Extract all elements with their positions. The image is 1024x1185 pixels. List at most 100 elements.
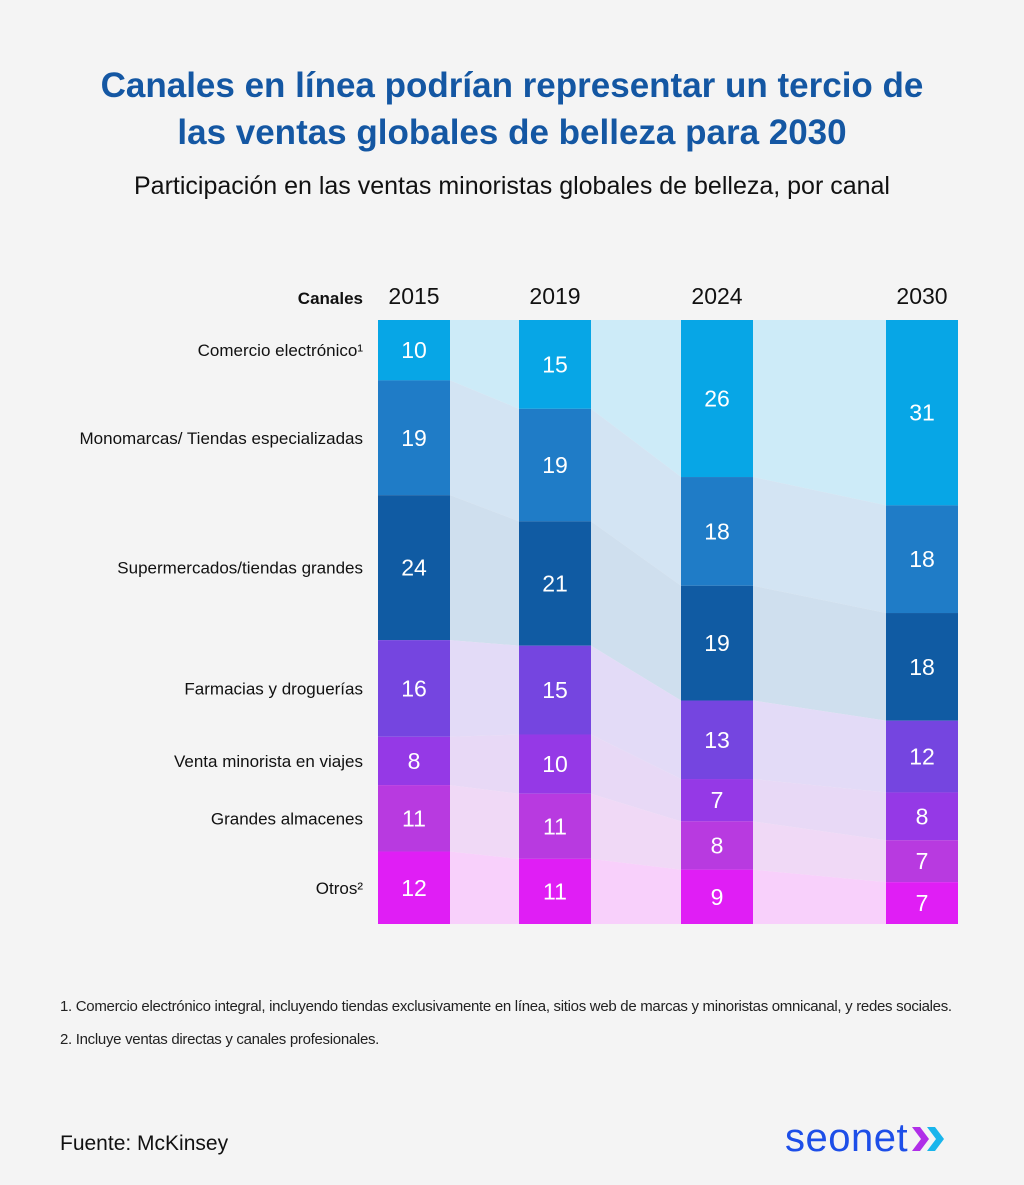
flow-band [753, 869, 886, 924]
data-label: 15 [542, 351, 568, 377]
flow-band [753, 700, 886, 793]
data-label: 10 [401, 337, 427, 363]
bar-segment [886, 613, 958, 721]
flow-band [753, 320, 886, 506]
footnotes: 1. Comercio electrónico integral, incluy… [60, 990, 980, 1056]
data-label: 11 [402, 805, 426, 831]
legend-label: Otros² [316, 879, 364, 898]
data-label: 19 [542, 452, 568, 478]
legend-label: Grandes almacenes [211, 809, 363, 828]
data-label: 31 [909, 400, 935, 426]
year-label: 2015 [388, 283, 439, 309]
flow-band [591, 521, 681, 701]
data-label: 8 [408, 748, 421, 774]
data-label: 12 [909, 744, 935, 770]
logo-text: seonet [785, 1116, 909, 1160]
legend-label: Comercio electrónico¹ [198, 341, 364, 360]
source: Fuente: McKinsey [60, 1132, 229, 1155]
data-label: 9 [711, 884, 724, 910]
data-label: 12 [401, 875, 427, 901]
bar-segment [886, 840, 958, 883]
data-label: 18 [704, 518, 730, 544]
bar-segment [378, 640, 450, 737]
flow-band [450, 380, 519, 522]
flow-band [753, 821, 886, 883]
stacked-bar-chart: Canales 2015 10 19 24 16 8 11 12 2019 15 19 21 15 10 1… [80, 283, 958, 924]
bar-segment [681, 320, 753, 478]
bar-segment [519, 793, 591, 859]
legend-label: Venta minorista en viajes [174, 752, 363, 771]
bar-segment [378, 380, 450, 496]
legend-label: Supermercados/tiendas grandes [117, 559, 363, 578]
data-label: 10 [542, 751, 568, 777]
flow-band [753, 779, 886, 841]
bar-segment [681, 869, 753, 924]
data-label: 8 [711, 832, 724, 858]
bar-segment [378, 785, 450, 852]
data-label: 18 [909, 546, 935, 572]
column-header: Canales [298, 289, 363, 308]
bar-segment [519, 734, 591, 794]
flow-band [591, 645, 681, 780]
data-label: 15 [542, 677, 568, 703]
bar-segment [681, 700, 753, 780]
chevrons-icon [912, 1126, 945, 1151]
flow-band [591, 408, 681, 586]
flow-band [450, 851, 519, 924]
data-label: 11 [543, 813, 567, 839]
bar-segment [886, 792, 958, 841]
data-label: 19 [401, 425, 427, 451]
bar-segment [378, 851, 450, 924]
bar-segment [681, 477, 753, 586]
flow-band [591, 320, 681, 478]
bar-segment [378, 495, 450, 641]
bar-segment [378, 320, 450, 381]
title: Canales en línea podrían representar un … [100, 66, 924, 152]
year-label: 2019 [529, 283, 580, 309]
data-label: 24 [401, 555, 427, 581]
data-label: 26 [704, 386, 730, 412]
flow-band [450, 785, 519, 859]
flow-band [591, 858, 681, 924]
data-label: 7 [916, 848, 929, 874]
data-label: 18 [909, 654, 935, 680]
flow-band [450, 640, 519, 737]
flow-band [450, 320, 519, 409]
data-label: 13 [704, 727, 730, 753]
bar-segment [886, 320, 958, 506]
data-label: 7 [916, 890, 929, 916]
data-label: 11 [543, 878, 567, 904]
year-label: 2030 [896, 283, 947, 309]
flow-band [450, 734, 519, 794]
flow-band [450, 495, 519, 646]
bar-segment [886, 720, 958, 793]
bar-segment [886, 505, 958, 614]
data-label: 19 [704, 630, 730, 656]
bar-segment [681, 585, 753, 701]
flow-band [591, 793, 681, 870]
data-label: 8 [916, 803, 929, 829]
bar-segment [519, 521, 591, 646]
logo: seonet [785, 1116, 948, 1161]
flow-band [753, 477, 886, 614]
bar-segment [519, 408, 591, 522]
data-label: 16 [401, 675, 427, 701]
legend-label: Monomarcas/ Tiendas especializadas [80, 429, 363, 448]
year-label: 2024 [691, 283, 742, 309]
bar-segment [519, 858, 591, 924]
data-label: 7 [711, 787, 724, 813]
data-label: 21 [542, 571, 568, 597]
bar-segment [886, 882, 958, 924]
footnote-2: 2. Incluye ventas directas y canales pro… [60, 1031, 380, 1048]
bar-segment [519, 645, 591, 735]
legend-label: Farmacias y droguerías [184, 679, 363, 698]
bar-segment [378, 736, 450, 786]
flow-band [591, 734, 681, 822]
bar-segment [681, 821, 753, 870]
subtitle: Participación en las ventas minoristas g… [134, 172, 890, 200]
footnote-1: 1. Comercio electrónico integral, incluy… [60, 998, 952, 1015]
flow-band [753, 585, 886, 721]
bar-segment [681, 779, 753, 822]
bar-segment [519, 320, 591, 409]
